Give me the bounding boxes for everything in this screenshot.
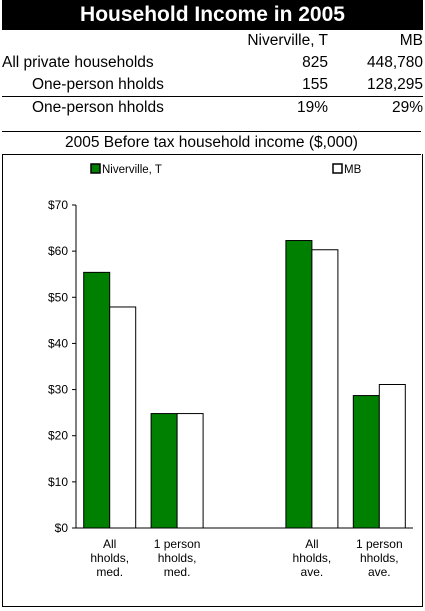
x-tick-label: All bbox=[103, 537, 116, 551]
summary-table: Niverville, T MB All private households … bbox=[2, 30, 423, 119]
title-banner: Household Income in 2005 bbox=[2, 0, 423, 30]
y-tick-label: $10 bbox=[48, 475, 68, 489]
chart-container: $0 $10 $20 $30 $40 $50 $60 $70 All hholds, med. 1 p… bbox=[2, 154, 423, 607]
table-cell: 128,295 bbox=[366, 76, 423, 93]
legend-swatch bbox=[90, 163, 101, 174]
table-row: All private households 825 448,780 bbox=[2, 52, 423, 74]
table-cell: 29% bbox=[328, 96, 423, 119]
bar-niverville-t bbox=[352, 395, 380, 529]
table-cell: 825 bbox=[302, 54, 328, 71]
y-tick-label: $30 bbox=[48, 383, 68, 397]
x-tick-label: ave. bbox=[301, 565, 324, 579]
x-tick-label: hholds, bbox=[158, 551, 197, 565]
legend-swatch bbox=[332, 163, 343, 174]
column-header: MB bbox=[399, 32, 423, 49]
bar-niverville-t bbox=[83, 271, 111, 529]
legend-label: MB bbox=[344, 164, 362, 176]
table-row: One-person hholds 155 128,295 bbox=[2, 74, 423, 97]
x-tick-label: hholds, bbox=[90, 551, 129, 565]
y-tick-label: $40 bbox=[48, 336, 68, 350]
x-tick-label: hholds, bbox=[293, 551, 332, 565]
x-tick-label: hholds, bbox=[360, 551, 399, 565]
legend-label: Niverville, T bbox=[102, 164, 162, 176]
x-tick-label: 1 person bbox=[154, 537, 201, 551]
table-header-row: Niverville, T MB bbox=[2, 30, 423, 52]
y-tick-label: $50 bbox=[48, 290, 68, 304]
bar-niverville-t bbox=[150, 413, 178, 529]
row-label: One-person hholds bbox=[32, 76, 164, 93]
x-tick-label: 1 person bbox=[356, 537, 403, 551]
table-cell: 19% bbox=[218, 96, 328, 119]
row-label: All private households bbox=[2, 54, 154, 71]
chart-caption: 2005 Before tax household income ($,000) bbox=[2, 131, 421, 155]
table-cell: 155 bbox=[302, 76, 328, 93]
column-header: Niverville, T bbox=[247, 32, 328, 49]
y-tick-label: $20 bbox=[48, 429, 68, 443]
x-tick-label: All bbox=[305, 537, 318, 551]
bar-mb bbox=[176, 413, 204, 529]
bar-mb bbox=[109, 306, 137, 529]
page-title: Household Income in 2005 bbox=[80, 3, 345, 26]
y-tick-label: $60 bbox=[48, 244, 68, 258]
table-cell: 448,780 bbox=[366, 54, 423, 71]
table-row: One-person hholds 19% 29% bbox=[2, 96, 423, 119]
bar-mb bbox=[311, 249, 339, 529]
x-tick-label: med. bbox=[96, 565, 123, 579]
y-tick-label: $70 bbox=[48, 198, 68, 212]
row-label: One-person hholds bbox=[2, 96, 218, 119]
y-tick-label: $0 bbox=[55, 521, 69, 535]
bar-mb bbox=[378, 383, 406, 529]
x-tick-label: ave. bbox=[368, 565, 391, 579]
x-tick-label: med. bbox=[164, 565, 191, 579]
bar-niverville-t bbox=[285, 240, 313, 529]
